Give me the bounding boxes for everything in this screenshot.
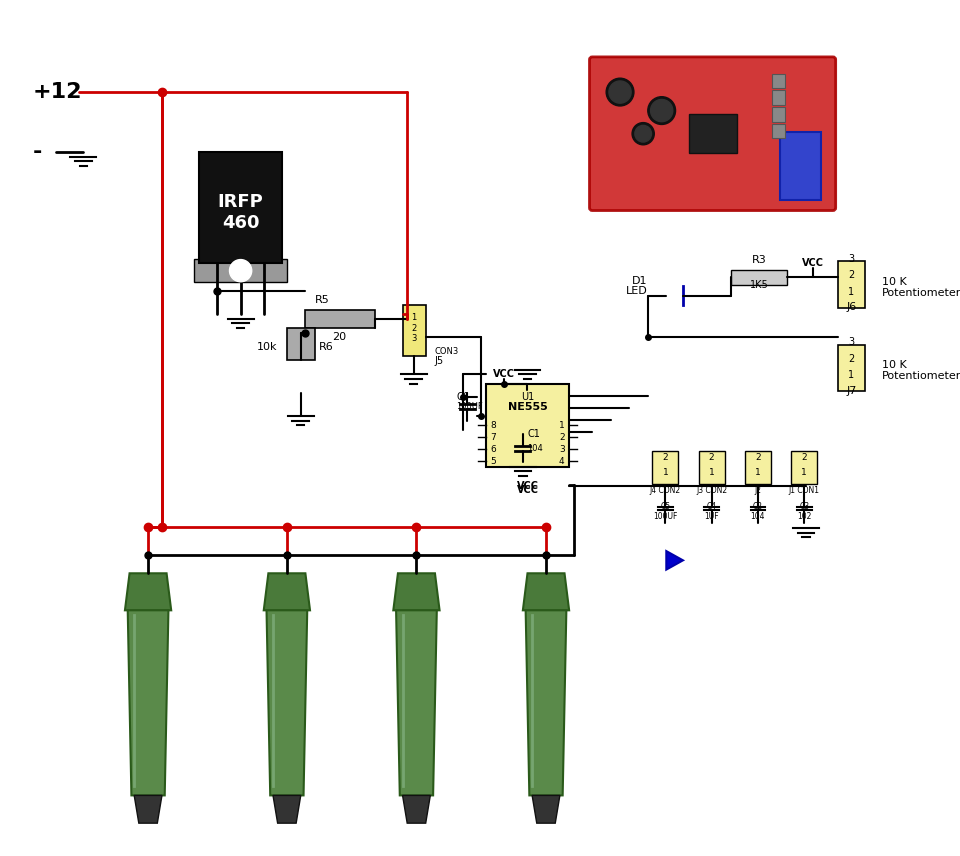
Polygon shape (526, 610, 566, 795)
Text: C2
104: C2 104 (751, 502, 765, 521)
FancyBboxPatch shape (837, 345, 865, 391)
Circle shape (632, 122, 655, 145)
Text: R3: R3 (752, 255, 766, 265)
Text: 10 K
Potentiometer: 10 K Potentiometer (882, 360, 960, 382)
Text: VCC: VCC (493, 369, 516, 379)
Text: 10 K
Potentiometer: 10 K Potentiometer (882, 276, 960, 298)
Text: J7: J7 (846, 385, 856, 395)
FancyBboxPatch shape (305, 310, 374, 328)
Text: D1: D1 (633, 276, 648, 287)
Text: C4
1UF: C4 1UF (705, 502, 719, 521)
Text: 6: 6 (491, 445, 496, 454)
Polygon shape (264, 574, 310, 610)
Polygon shape (273, 795, 300, 823)
Polygon shape (523, 574, 569, 610)
Text: 3
2
1: 3 2 1 (849, 337, 854, 380)
Polygon shape (128, 610, 168, 795)
Circle shape (606, 78, 634, 106)
Circle shape (635, 125, 652, 142)
FancyBboxPatch shape (791, 451, 817, 484)
Text: VCC: VCC (516, 481, 539, 490)
Text: CON3: CON3 (435, 347, 459, 355)
Text: C6: C6 (456, 392, 469, 402)
Text: U1: U1 (521, 392, 534, 402)
Text: J3 CON2: J3 CON2 (696, 486, 728, 496)
FancyBboxPatch shape (653, 451, 679, 484)
FancyBboxPatch shape (699, 451, 725, 484)
Text: VCC: VCC (802, 258, 824, 268)
FancyBboxPatch shape (772, 123, 784, 139)
Text: R6: R6 (320, 342, 334, 352)
Text: 2
1: 2 1 (756, 453, 761, 477)
Text: 8: 8 (491, 420, 496, 430)
Text: +12: +12 (33, 82, 82, 102)
Text: 100UF: 100UF (456, 402, 483, 412)
Polygon shape (134, 795, 162, 823)
Polygon shape (394, 574, 440, 610)
FancyBboxPatch shape (402, 305, 425, 356)
Text: 104: 104 (527, 444, 543, 453)
FancyBboxPatch shape (486, 383, 569, 467)
Text: J4 CON2: J4 CON2 (650, 486, 681, 496)
Text: VCC: VCC (516, 484, 539, 495)
Polygon shape (532, 795, 560, 823)
FancyBboxPatch shape (780, 132, 821, 200)
Text: LED: LED (626, 286, 648, 295)
FancyBboxPatch shape (688, 115, 736, 153)
Text: IRFP
460: IRFP 460 (218, 193, 263, 232)
Text: 4: 4 (559, 457, 564, 466)
Polygon shape (267, 610, 307, 795)
Text: 3: 3 (559, 445, 564, 454)
FancyBboxPatch shape (287, 328, 315, 360)
Circle shape (648, 97, 676, 124)
Text: 2
1: 2 1 (662, 453, 668, 477)
Text: 10k: 10k (257, 342, 277, 352)
FancyBboxPatch shape (837, 261, 865, 307)
FancyBboxPatch shape (772, 74, 784, 88)
FancyBboxPatch shape (194, 259, 287, 282)
FancyBboxPatch shape (732, 270, 786, 284)
Circle shape (229, 259, 252, 282)
Text: 7: 7 (491, 433, 496, 442)
Text: J2: J2 (755, 486, 761, 496)
Text: J6: J6 (847, 302, 856, 312)
Polygon shape (396, 610, 437, 795)
Text: C1: C1 (527, 429, 540, 439)
Text: 2: 2 (559, 433, 564, 442)
Text: C3
102: C3 102 (797, 502, 811, 521)
Text: 2
1: 2 1 (802, 453, 807, 477)
Polygon shape (666, 551, 683, 569)
Text: 1: 1 (559, 420, 564, 430)
Text: J1 CON1: J1 CON1 (789, 486, 820, 496)
Text: 3
2
1: 3 2 1 (849, 254, 854, 297)
FancyBboxPatch shape (589, 56, 835, 211)
FancyBboxPatch shape (772, 107, 784, 122)
Text: 2
1: 2 1 (708, 453, 714, 477)
Polygon shape (125, 574, 171, 610)
Polygon shape (402, 795, 430, 823)
FancyBboxPatch shape (199, 152, 282, 264)
Text: 5: 5 (491, 457, 496, 466)
Text: 20: 20 (332, 332, 347, 342)
FancyBboxPatch shape (745, 451, 771, 484)
Text: NE555: NE555 (508, 401, 547, 412)
Text: C5
100UF: C5 100UF (653, 502, 678, 521)
Circle shape (609, 81, 631, 104)
Text: R5: R5 (315, 295, 329, 305)
Text: J5: J5 (435, 356, 444, 366)
Circle shape (651, 99, 673, 122)
Text: -: - (33, 142, 42, 163)
Text: 1
2
3: 1 2 3 (411, 313, 417, 343)
Text: 1K5: 1K5 (750, 280, 768, 289)
FancyBboxPatch shape (772, 90, 784, 105)
